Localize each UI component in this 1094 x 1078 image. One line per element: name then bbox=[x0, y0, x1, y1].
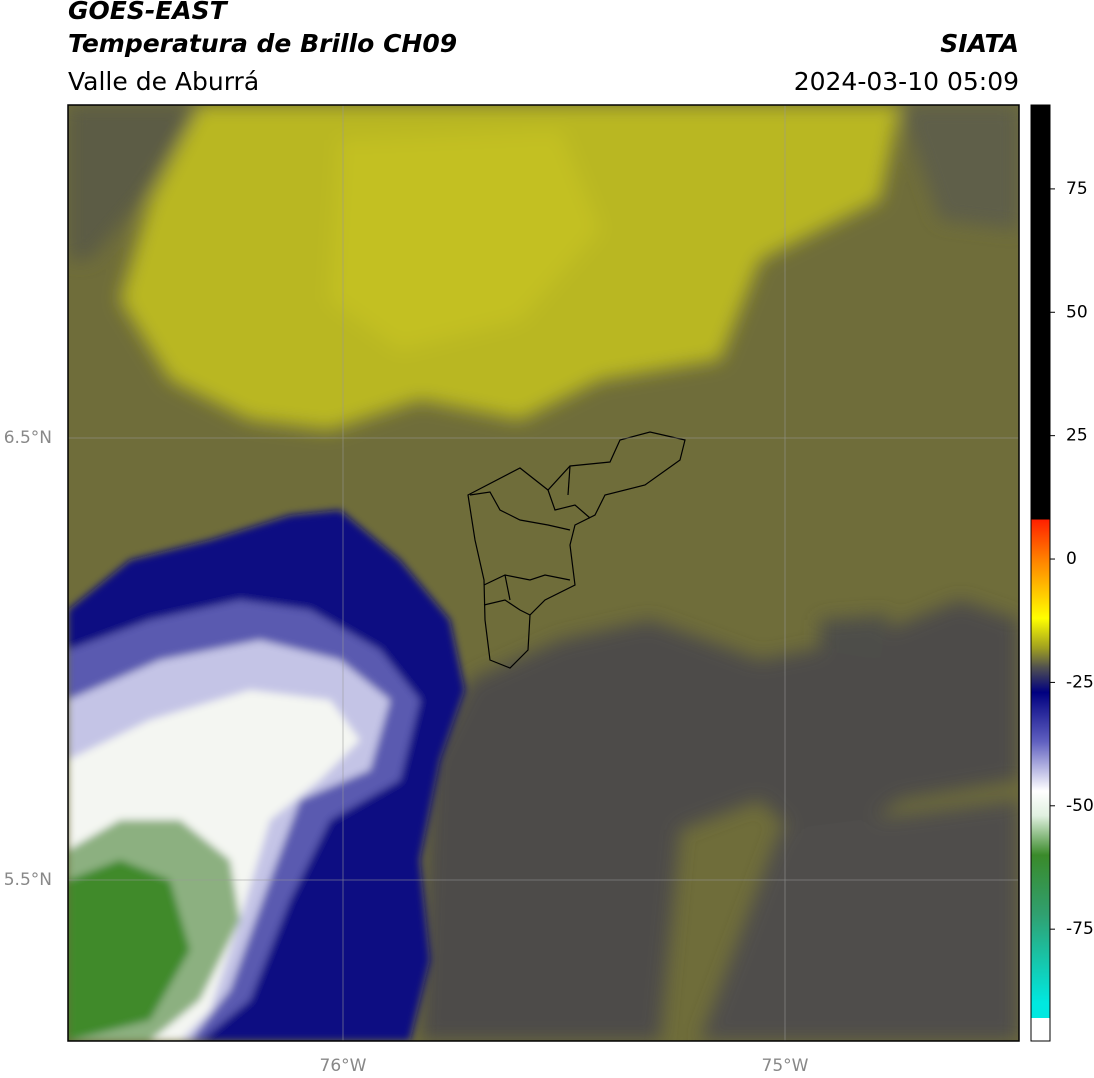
source: SIATA bbox=[940, 29, 1019, 58]
graticule bbox=[68, 105, 1019, 1041]
title: GOES-EAST bbox=[68, 0, 229, 25]
region-outline bbox=[467, 431, 686, 669]
region: Valle de Aburrá bbox=[68, 67, 259, 96]
colorbar-frame bbox=[1030, 104, 1051, 1042]
map-frame bbox=[67, 104, 1020, 1042]
datetime: 2024-03-10 05:09 bbox=[794, 67, 1019, 96]
colorbar-tick-label: 75 bbox=[1066, 179, 1088, 199]
colorbar-tick-label: -75 bbox=[1066, 919, 1094, 939]
map-image bbox=[68, 105, 1019, 1041]
colorbar-under bbox=[1031, 1018, 1050, 1041]
colorbar-tick-label: 25 bbox=[1066, 426, 1088, 446]
lat-label: 6.5°N bbox=[4, 428, 52, 448]
colorbar-tick-label: -50 bbox=[1066, 796, 1094, 816]
colorbar bbox=[1031, 105, 1050, 1018]
colorbar-tick-label: 0 bbox=[1066, 549, 1077, 569]
lon-label: 75°W bbox=[762, 1056, 809, 1076]
subtitle: Temperatura de Brillo CH09 bbox=[68, 29, 457, 58]
colorbar-tick-label: -25 bbox=[1066, 672, 1094, 692]
lat-label: 5.5°N bbox=[4, 870, 52, 890]
colorbar-tick-label: 50 bbox=[1066, 302, 1088, 322]
lon-label: 76°W bbox=[320, 1056, 367, 1076]
